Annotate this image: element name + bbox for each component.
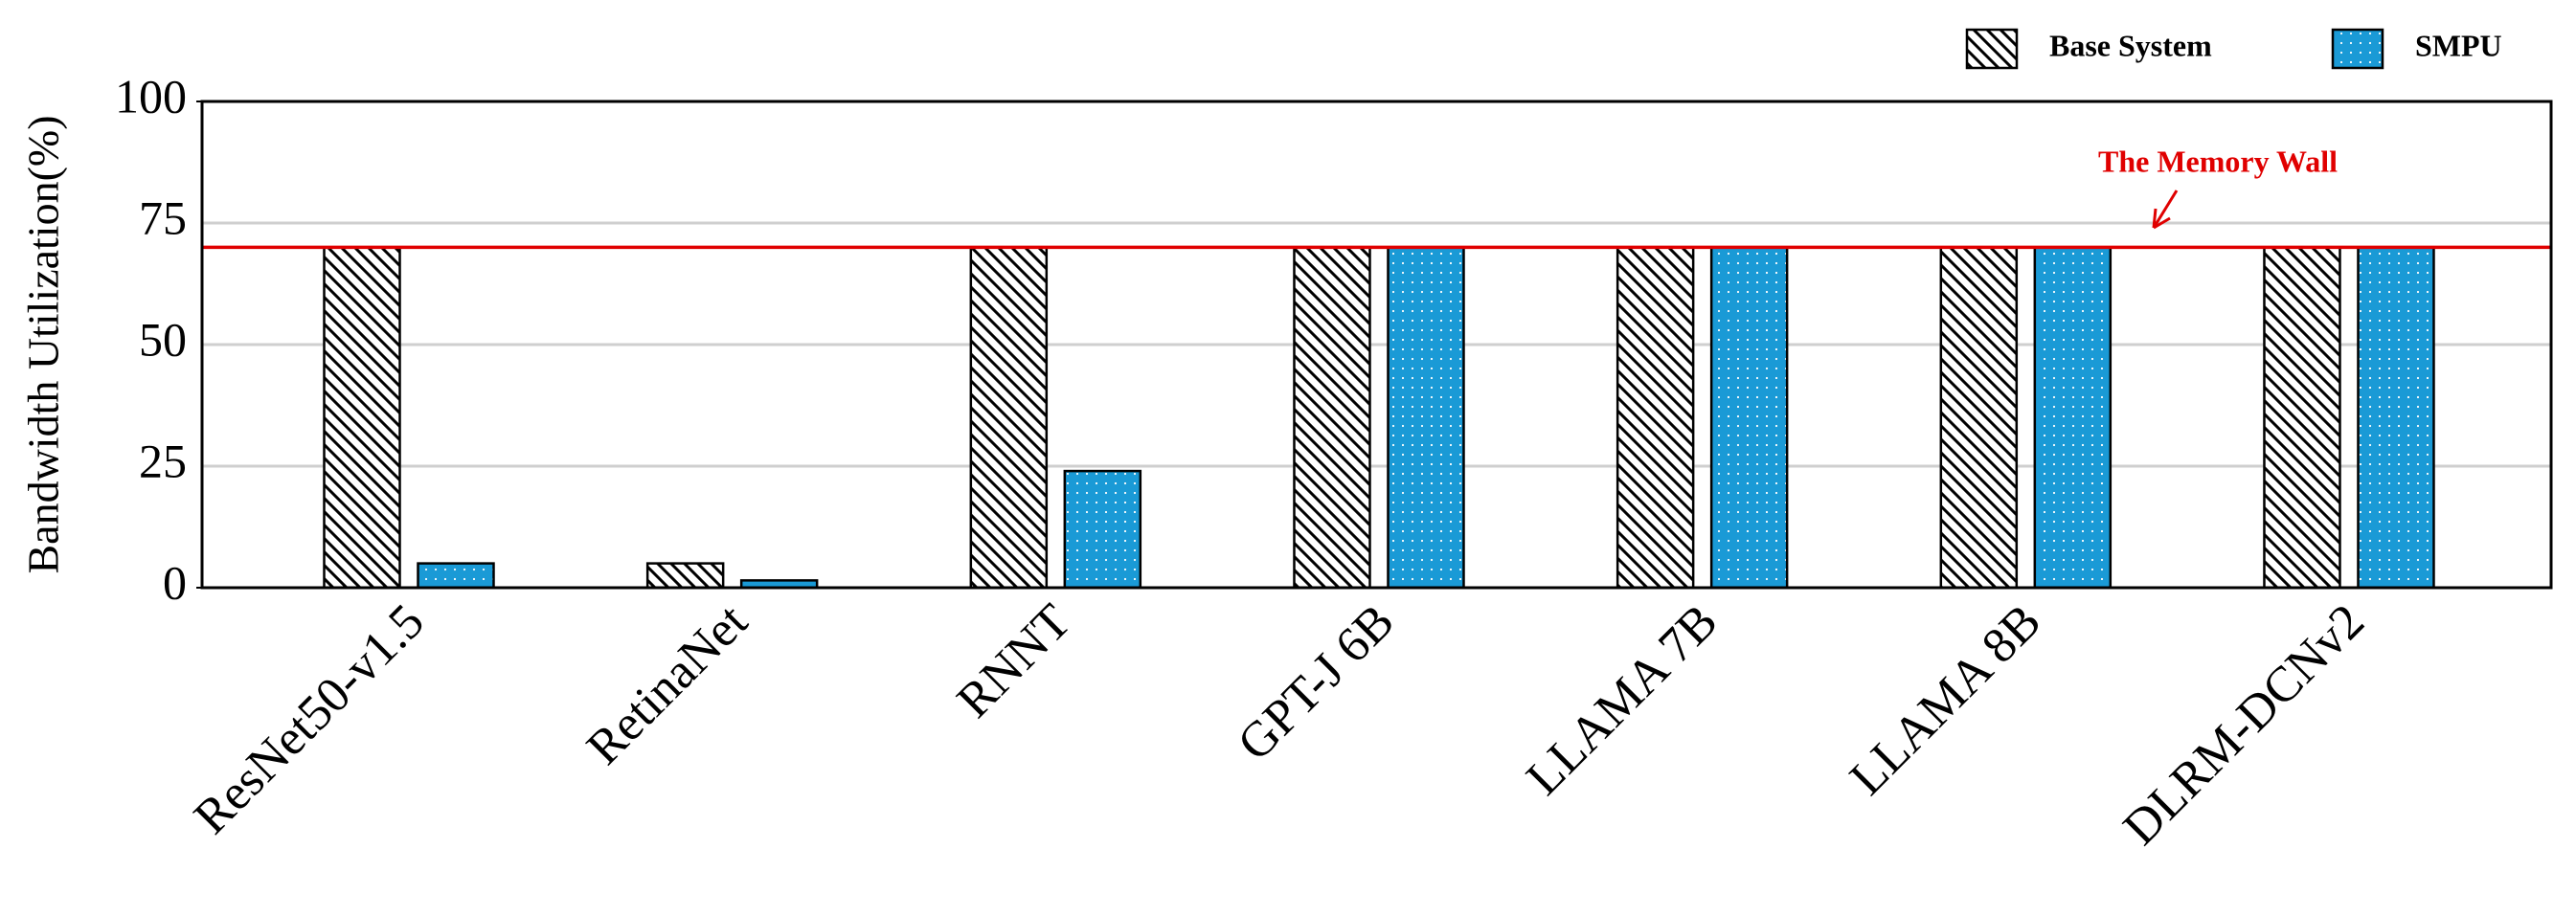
legend-label: Base System — [2049, 28, 2212, 62]
y-tick-label: 50 — [139, 312, 187, 366]
legend-swatch — [2331, 28, 2384, 70]
x-tick-label: RNNT — [947, 594, 1081, 728]
bar — [1293, 246, 1371, 590]
legend-label: SMPU — [2415, 28, 2502, 62]
memory-wall-arrow — [2152, 190, 2179, 230]
plot-frame — [200, 100, 2553, 590]
x-tick-label: LLAMA 7B — [1516, 594, 1728, 806]
bar — [1616, 246, 1695, 590]
bar — [1709, 246, 1789, 590]
memory-wall-label: The Memory Wall — [2098, 144, 2338, 178]
y-axis-label: Bandwidth Utilization(%) — [19, 115, 68, 573]
bar — [1387, 246, 1465, 590]
legend-swatch — [1965, 28, 2019, 70]
y-tick-label: 75 — [139, 190, 187, 244]
bar — [645, 562, 725, 590]
y-tick-label: 25 — [139, 434, 187, 487]
bar — [1939, 246, 2019, 590]
bar — [323, 246, 401, 590]
x-tick-label: LLAMA 8B — [1840, 594, 2051, 806]
x-tick-label: RetinaNet — [576, 593, 758, 775]
bar — [2357, 246, 2435, 590]
y-tick-label: 0 — [163, 555, 187, 609]
y-tick-label: 100 — [115, 69, 187, 123]
bar — [1063, 469, 1142, 590]
bar — [2263, 246, 2341, 590]
bar — [969, 246, 1049, 590]
bar — [2033, 246, 2113, 590]
x-tick-label: GPT-J 6B — [1228, 594, 1405, 771]
x-tick-label: DLRM-DCNv2 — [2113, 594, 2375, 856]
bar — [417, 562, 495, 590]
x-tick-label: ResNet50-v1.5 — [184, 594, 435, 845]
